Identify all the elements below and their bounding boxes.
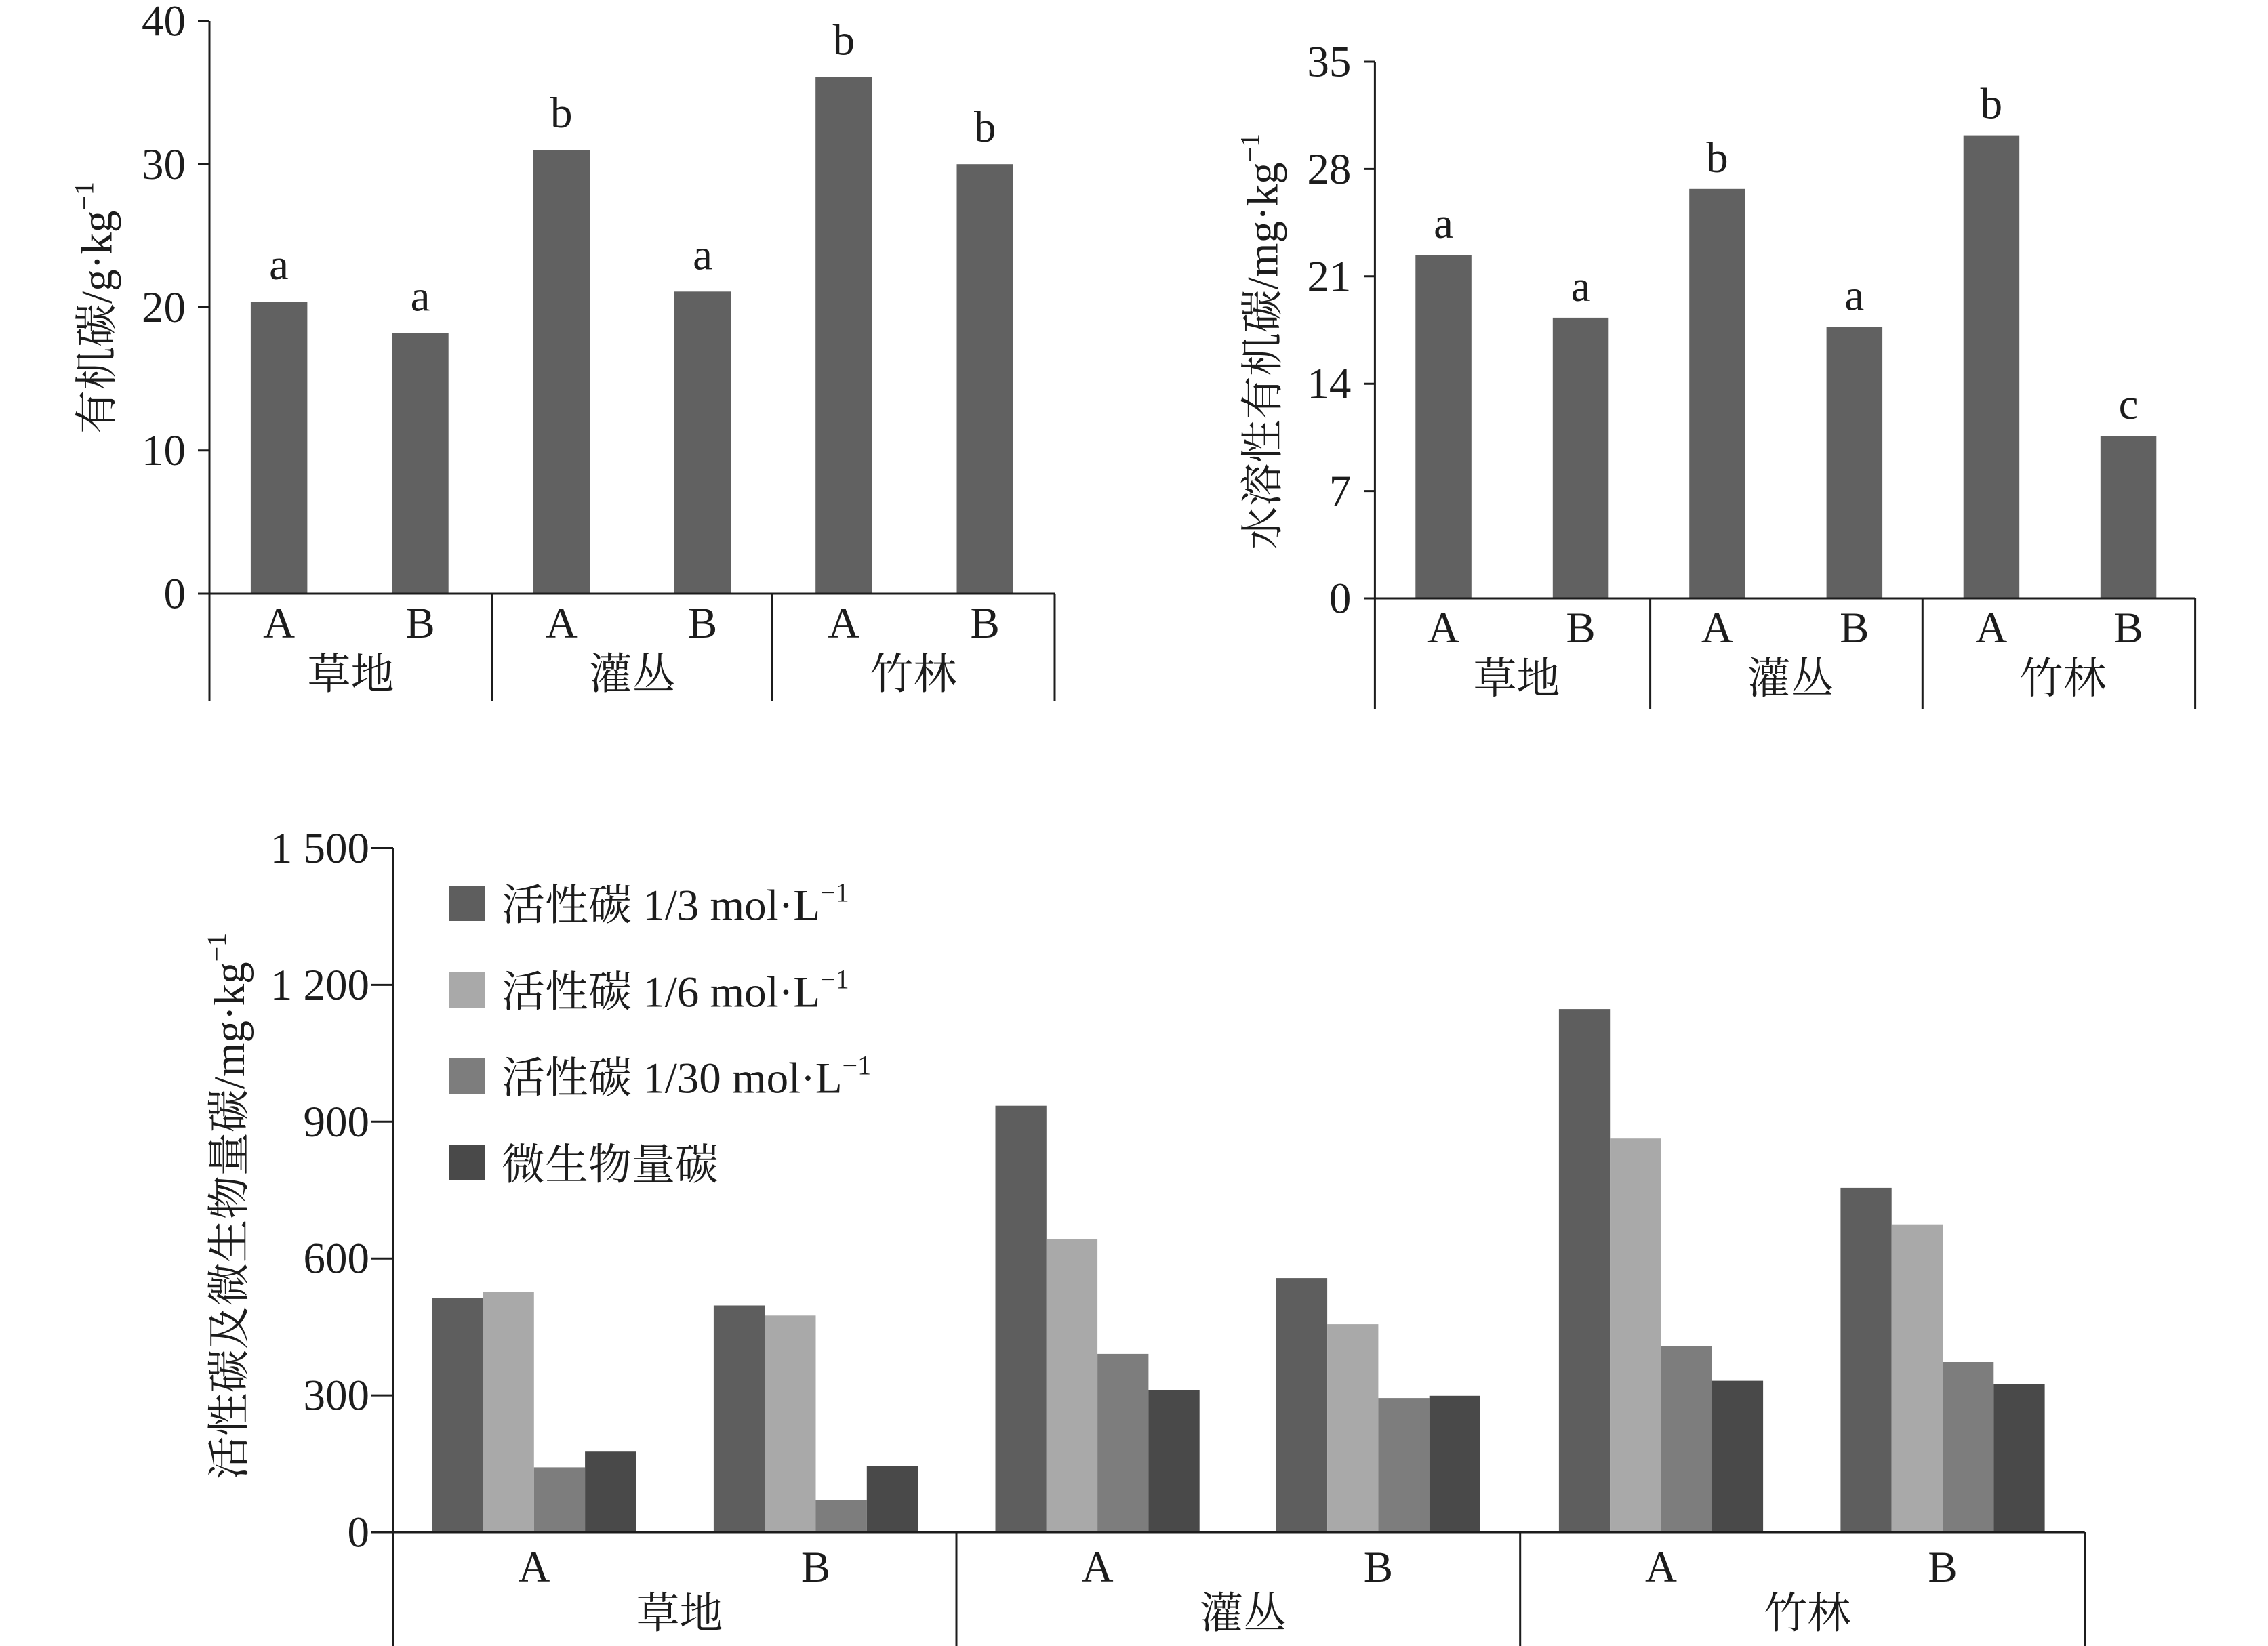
svg-text:300: 300 (304, 1372, 370, 1420)
svg-text:/mg·kg: /mg·kg (1239, 162, 1288, 289)
svg-text:A: A (263, 599, 295, 648)
svg-text:c: c (2119, 380, 2139, 429)
svg-text:600: 600 (304, 1235, 370, 1283)
svg-text:7: 7 (1329, 467, 1352, 516)
svg-text:−1: −1 (820, 878, 849, 908)
svg-text:b: b (1706, 133, 1728, 182)
svg-text:/g·kg: /g·kg (73, 211, 122, 304)
svg-text:a: a (1844, 272, 1864, 321)
svg-text:a: a (411, 272, 430, 321)
svg-text:1 200: 1 200 (270, 961, 369, 1010)
svg-text:B: B (1566, 604, 1595, 653)
svg-text:28: 28 (1307, 145, 1351, 194)
svg-text:A: A (518, 1543, 550, 1592)
svg-text:/mg·kg: /mg·kg (205, 962, 254, 1089)
svg-text:40: 40 (142, 0, 186, 46)
svg-text:B: B (1364, 1543, 1393, 1592)
svg-text:−1: −1 (843, 1050, 872, 1081)
svg-text:35: 35 (1307, 38, 1351, 87)
svg-text:B: B (801, 1543, 830, 1592)
svg-text:−1: −1 (69, 182, 100, 211)
svg-text:A: A (1427, 604, 1459, 653)
svg-text:1/30 mol·L: 1/30 mol·L (643, 1054, 842, 1103)
svg-text:a: a (1434, 199, 1453, 248)
svg-text:14: 14 (1307, 360, 1351, 409)
svg-text:20: 20 (142, 283, 186, 332)
svg-text:B: B (405, 599, 434, 648)
svg-text:0: 0 (348, 1508, 370, 1557)
svg-text:A: A (828, 599, 859, 648)
svg-text:−1: −1 (201, 933, 232, 962)
svg-text:30: 30 (142, 140, 186, 189)
svg-text:0: 0 (164, 570, 186, 619)
svg-text:B: B (1928, 1543, 1957, 1592)
svg-text:−1: −1 (1235, 133, 1265, 163)
svg-text:10: 10 (142, 426, 186, 475)
svg-text:b: b (550, 89, 573, 138)
svg-text:B: B (688, 599, 717, 648)
svg-text:b: b (974, 103, 996, 152)
svg-text:a: a (1571, 262, 1591, 311)
svg-text:A: A (1645, 1543, 1677, 1592)
svg-text:b: b (833, 16, 855, 64)
svg-text:A: A (1082, 1543, 1114, 1592)
svg-text:0: 0 (1329, 575, 1352, 623)
svg-text:21: 21 (1307, 252, 1351, 301)
svg-text:B: B (1840, 604, 1869, 653)
svg-text:B: B (2113, 604, 2143, 653)
svg-text:900: 900 (304, 1098, 370, 1147)
svg-text:1/6 mol·L: 1/6 mol·L (643, 968, 820, 1017)
svg-text:a: a (269, 241, 289, 289)
svg-text:1 500: 1 500 (270, 824, 369, 873)
svg-text:1/3 mol·L: 1/3 mol·L (643, 882, 820, 930)
svg-text:b: b (1981, 80, 2003, 129)
svg-text:−1: −1 (820, 964, 849, 995)
svg-text:a: a (693, 230, 712, 279)
svg-text:A: A (546, 599, 578, 648)
svg-text:A: A (1701, 604, 1733, 653)
svg-text:B: B (971, 599, 1000, 648)
svg-text:A: A (1975, 604, 2007, 653)
